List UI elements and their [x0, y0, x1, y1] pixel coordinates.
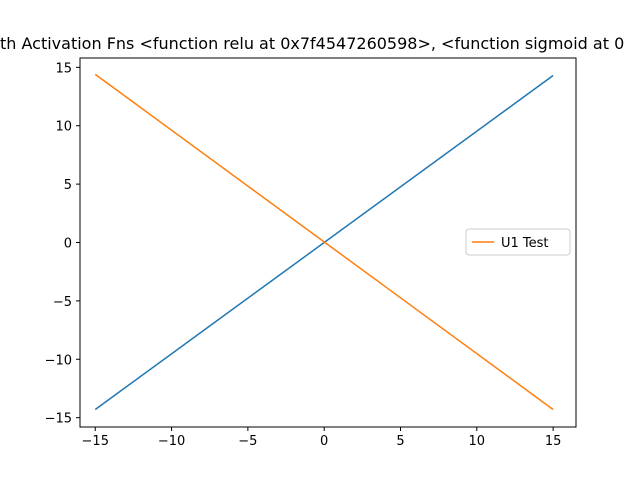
y-tick-label: 5 [64, 178, 72, 193]
y-tick-label: −15 [45, 412, 72, 427]
y-tick-label: −5 [53, 295, 72, 310]
y-tick-label: −10 [45, 353, 72, 368]
x-tick-label: −10 [158, 434, 185, 449]
x-tick-label: −5 [238, 434, 257, 449]
legend: U1 Test [465, 228, 571, 256]
y-tick-label: 10 [55, 120, 72, 135]
series-layer [94, 73, 554, 411]
legend-label: U1 Test [501, 236, 549, 251]
x-tick-label: 15 [545, 434, 562, 449]
legend-box [465, 228, 571, 256]
axes-layer: −15 −10 −5 0 5 10 15 −15 −10 −5 0 5 10 15 [45, 57, 577, 449]
chart-title: th Activation Fns <function relu at 0x7f… [0, 34, 624, 53]
x-tick-label: 5 [396, 434, 404, 449]
series-line-2 [94, 73, 554, 411]
x-tick-label: 10 [469, 434, 486, 449]
y-tick-label: 15 [55, 61, 72, 76]
x-tick-label: −15 [82, 434, 109, 449]
y-tick-label: 0 [64, 237, 72, 252]
x-tick-label: 0 [320, 434, 328, 449]
